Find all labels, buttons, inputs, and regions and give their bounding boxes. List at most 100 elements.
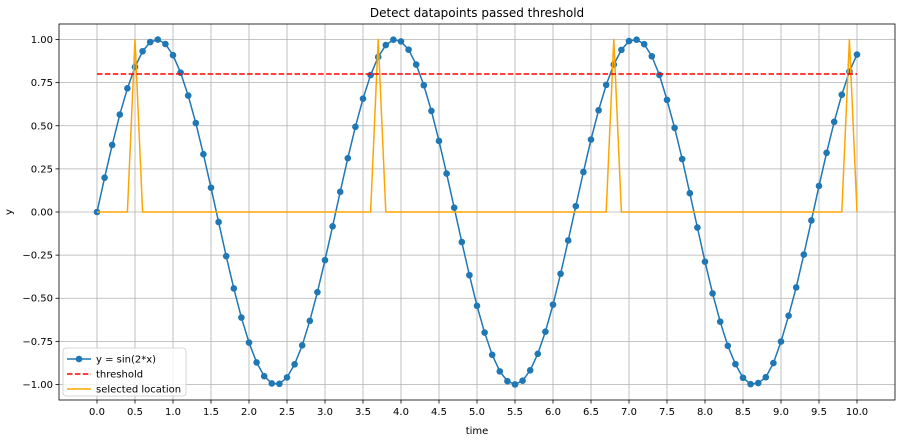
data-point xyxy=(200,150,207,158)
data-point xyxy=(496,368,504,375)
data-point xyxy=(268,380,276,387)
data-point xyxy=(557,270,564,278)
data-point xyxy=(215,218,222,226)
x-axis-label: time xyxy=(466,426,489,437)
data-point xyxy=(405,46,412,53)
data-point xyxy=(253,359,260,366)
data-point xyxy=(435,137,443,145)
data-point xyxy=(450,204,458,211)
data-point xyxy=(481,329,488,336)
data-point xyxy=(587,136,595,143)
x-tick-label: 9.0 xyxy=(773,407,789,418)
x-tick-label: 5.5 xyxy=(507,407,523,418)
data-point xyxy=(177,69,184,76)
x-tick-label: 5.0 xyxy=(469,407,485,418)
data-point xyxy=(815,182,823,190)
data-point xyxy=(580,168,587,176)
data-point xyxy=(572,202,580,210)
axis-ticks: 0.0 0.5 1.0 1.5 2.0 2.5 3.0 3.5 4.0 4.5 5.0 5.5 6.0 6… xyxy=(22,35,868,418)
x-tick-label: 7.5 xyxy=(659,407,675,418)
data-point xyxy=(739,374,747,382)
data-point xyxy=(108,141,116,149)
data-point xyxy=(549,301,557,308)
data-point xyxy=(671,124,678,132)
data-point xyxy=(853,51,861,58)
data-point xyxy=(800,251,808,258)
data-point xyxy=(169,51,177,59)
legend-label: threshold xyxy=(96,370,143,381)
data-point xyxy=(792,284,800,291)
y-tick-label: 0.00 xyxy=(31,208,53,219)
data-point xyxy=(526,367,534,374)
x-tick-label: 3.5 xyxy=(355,407,371,418)
data-point xyxy=(458,238,466,246)
data-point xyxy=(694,224,701,231)
data-point xyxy=(564,237,572,244)
data-point xyxy=(374,53,382,61)
data-point xyxy=(192,119,200,127)
data-point xyxy=(648,52,656,60)
data-point xyxy=(838,91,846,99)
y-tick-label: 0.50 xyxy=(31,121,53,132)
data-point xyxy=(663,96,671,104)
y-tick-label: −1.00 xyxy=(22,380,53,391)
data-point xyxy=(222,252,230,260)
data-point xyxy=(504,377,511,385)
data-point xyxy=(656,71,663,79)
x-tick-label: 7.0 xyxy=(621,407,637,418)
data-point xyxy=(732,360,739,368)
data-point xyxy=(770,359,777,367)
y-tick-label: 0.75 xyxy=(31,78,53,89)
data-point xyxy=(352,123,359,131)
data-point xyxy=(329,223,336,230)
x-tick-label: 1.0 xyxy=(165,407,181,418)
data-point xyxy=(124,85,131,92)
data-point xyxy=(724,342,732,350)
data-point xyxy=(678,155,686,163)
data-point xyxy=(146,38,154,46)
data-point xyxy=(154,36,162,43)
data-point xyxy=(747,380,754,388)
x-tick-label: 1.5 xyxy=(203,407,219,418)
data-point xyxy=(298,342,306,349)
data-point xyxy=(382,41,390,49)
data-point xyxy=(314,288,321,296)
x-tick-label: 6.0 xyxy=(545,407,561,418)
y-axis-label: y xyxy=(4,209,15,215)
data-point xyxy=(625,37,633,45)
chart-title: Detect datapoints passed threshold xyxy=(370,6,584,20)
legend-label: y = sin(2*x) xyxy=(96,355,156,366)
data-point xyxy=(602,81,610,89)
data-point xyxy=(260,372,268,380)
legend-marker xyxy=(75,355,83,363)
y-tick-label: −0.75 xyxy=(22,337,53,348)
data-point xyxy=(184,92,192,99)
data-point xyxy=(542,328,549,335)
data-point xyxy=(336,188,344,196)
data-point xyxy=(412,61,420,68)
data-point xyxy=(640,40,648,48)
data-point xyxy=(466,271,473,279)
y-tick-label: −0.50 xyxy=(22,294,53,305)
x-tick-label: 2.0 xyxy=(241,407,257,418)
data-point xyxy=(701,258,709,265)
data-point xyxy=(238,314,245,321)
data-point xyxy=(367,71,374,79)
data-point xyxy=(306,317,314,325)
legend: y = sin(2*x) threshold selected location xyxy=(62,347,187,397)
x-tick-label: 4.5 xyxy=(431,407,447,418)
y-tick-label: −0.25 xyxy=(22,251,53,262)
data-point xyxy=(230,285,238,292)
data-point xyxy=(428,107,435,115)
data-point xyxy=(245,339,253,346)
data-point xyxy=(534,350,542,358)
data-point xyxy=(777,338,785,345)
data-point xyxy=(488,351,496,359)
x-tick-label: 4.0 xyxy=(393,407,409,418)
data-point xyxy=(595,106,602,114)
data-point xyxy=(716,318,724,325)
data-point xyxy=(443,170,450,177)
data-point xyxy=(808,217,815,224)
x-tick-label: 8.5 xyxy=(735,407,751,418)
